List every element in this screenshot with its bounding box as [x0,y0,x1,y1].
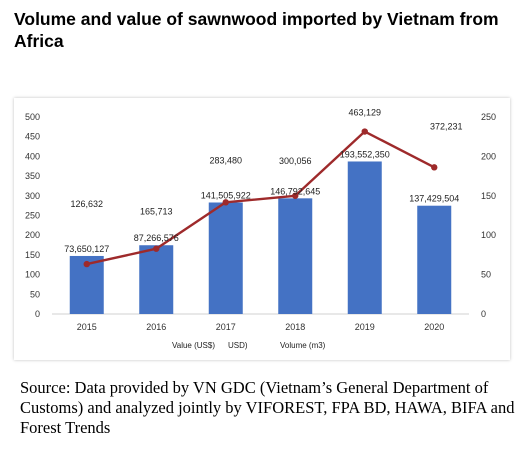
y-left-tick-label: 450 [25,132,40,142]
legend-usd: USD) [228,341,248,350]
y-left-tick-label: 500 [25,112,40,122]
volume-point-2017 [222,199,229,206]
y-left-tick-label: 50 [30,289,40,299]
bar-value-2020 [417,205,452,314]
y-left-tick-label: 300 [25,191,40,201]
y-left-tick-label: 350 [25,171,40,181]
volume-point-2015 [83,260,90,268]
y-right-tick-label: 250 [481,112,496,122]
y-left-tick-label: 250 [25,211,40,221]
bar-value-2019 [347,161,382,314]
x-tick-label-2020: 2020 [424,322,444,332]
y-left-tick-label: 100 [25,270,40,280]
y-right-tick-label: 50 [481,270,491,280]
legend-value: Value (US$) [172,341,215,350]
y-left-tick-label: 0 [35,309,40,319]
x-tick-label-2015: 2015 [77,322,97,332]
line-data-label: 372,231 [430,121,463,131]
line-data-label: 463,129 [348,108,381,118]
legend-volume: Volume (m3) [280,341,326,350]
y-left-tick-label: 150 [25,250,40,260]
chart-svg: 0 50 100 150 200 250 300 350 400 450 500 0 50 100 150 2… [25,108,496,350]
volume-line [86,130,435,266]
x-tick-label-2018: 2018 [285,322,305,332]
bar-data-label: 87,266,576 [134,233,179,243]
bar-value-2016 [139,245,174,314]
bar-value-2017 [208,202,243,314]
y-right-tick-label: 0 [481,309,486,319]
x-tick-label-2017: 2017 [216,322,236,332]
volume-point-2020 [431,164,438,171]
line-data-label: 165,713 [140,207,173,217]
volume-point-2016 [153,245,160,252]
y-left-tick-label: 200 [25,230,40,240]
volume-point-2018 [292,192,299,199]
bar-value-2018 [278,198,313,314]
y-right-tick-label: 200 [481,151,496,161]
line-data-label: 283,480 [209,155,242,165]
line-data-label: 300,056 [279,156,312,166]
y-right-tick-label: 100 [481,230,496,240]
volume-point-2019 [361,128,368,135]
bar-data-label: 141,505,922 [201,190,251,200]
line-data-label: 126,632 [70,199,103,209]
source-note: Source: Data provided by VN GDC (Vietnam… [20,378,515,437]
chart-title: Volume and value of sawnwood imported by… [14,9,499,51]
bar-data-label: 137,429,504 [409,194,459,204]
bar-data-label: 193,552,350 [340,149,390,159]
bar-data-label: 146,792,645 [270,186,320,196]
y-right-tick-label: 150 [481,191,496,201]
x-tick-label-2019: 2019 [355,322,375,332]
chart-area: 0 50 100 150 200 250 300 350 400 450 500 0 50 100 150 2… [14,98,510,360]
x-tick-label-2016: 2016 [146,322,166,332]
bar-data-label: 73,650,127 [64,244,109,254]
y-left-tick-label: 400 [25,151,40,161]
